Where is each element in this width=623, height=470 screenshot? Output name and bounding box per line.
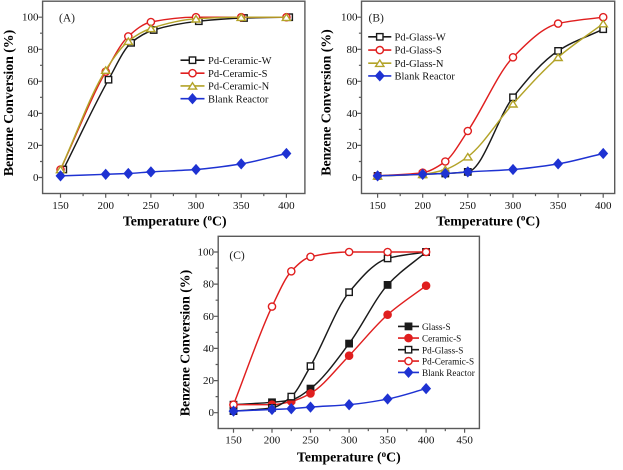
svg-text:0: 0 [33,172,39,184]
svg-text:40: 40 [347,108,359,120]
svg-text:Temperature (oC): Temperature (oC) [123,213,227,230]
svg-text:20: 20 [347,140,359,152]
svg-text:150: 150 [369,200,386,212]
svg-text:Pd-Glass-S: Pd-Glass-S [395,46,442,57]
svg-text:Blank Reactor: Blank Reactor [395,72,456,83]
svg-text:350: 350 [233,200,250,212]
svg-text:60: 60 [28,76,40,88]
svg-text:150: 150 [52,200,69,212]
svg-text:(C): (C) [229,250,245,262]
svg-text:300: 300 [341,435,358,447]
svg-text:100: 100 [341,12,358,24]
svg-text:Benzene Conversion (%): Benzene Conversion (%) [1,30,17,176]
svg-text:Pd-Ceramic-S: Pd-Ceramic-S [208,69,268,80]
svg-text:350: 350 [550,200,567,212]
svg-text:Pd-Ceramic-S: Pd-Ceramic-S [422,357,474,367]
svg-text:400: 400 [278,200,295,212]
svg-text:Ceramic-S: Ceramic-S [422,334,461,344]
svg-text:0: 0 [352,172,358,184]
svg-text:450: 450 [456,435,473,447]
svg-text:300: 300 [505,200,522,212]
svg-text:60: 60 [347,76,359,88]
svg-text:0: 0 [209,407,215,419]
svg-text:80: 80 [347,44,359,56]
svg-text:100: 100 [22,12,39,24]
svg-text:250: 250 [143,200,160,212]
svg-text:Glass-S: Glass-S [422,322,451,332]
svg-text:Pd-Ceramic-W: Pd-Ceramic-W [208,56,272,67]
svg-text:40: 40 [28,108,40,120]
svg-text:40: 40 [203,343,215,355]
svg-text:Pd-Ceramic-N: Pd-Ceramic-N [208,82,270,93]
svg-text:80: 80 [203,279,215,291]
svg-text:400: 400 [595,200,612,212]
svg-text:20: 20 [28,140,40,152]
svg-text:80: 80 [28,44,40,56]
svg-text:Pd-Glass-W: Pd-Glass-W [395,32,446,43]
svg-text:60: 60 [203,311,215,323]
svg-text:Benzene Conversion (%): Benzene Conversion (%) [318,29,334,175]
svg-text:200: 200 [414,200,431,212]
svg-text:150: 150 [225,435,242,447]
svg-text:200: 200 [97,200,114,212]
svg-text:(B): (B) [369,13,385,25]
svg-text:Temperature (oC): Temperature (oC) [297,449,401,466]
svg-text:Temperature (oC): Temperature (oC) [436,213,540,230]
svg-text:(A): (A) [59,13,75,25]
svg-text:400: 400 [418,435,435,447]
svg-text:Blank Reactor: Blank Reactor [208,94,269,105]
svg-text:350: 350 [379,435,396,447]
svg-text:200: 200 [264,435,281,447]
svg-text:Benzene Conversion (%): Benzene Conversion (%) [177,270,193,416]
svg-text:Pd-Glass-N: Pd-Glass-N [395,59,444,70]
svg-text:250: 250 [302,435,319,447]
svg-text:Blank Reactor: Blank Reactor [422,368,475,378]
svg-text:Pd-Glass-S: Pd-Glass-S [422,345,463,355]
svg-text:100: 100 [198,247,215,259]
svg-text:300: 300 [188,200,205,212]
svg-text:20: 20 [203,375,215,387]
svg-text:250: 250 [460,200,477,212]
